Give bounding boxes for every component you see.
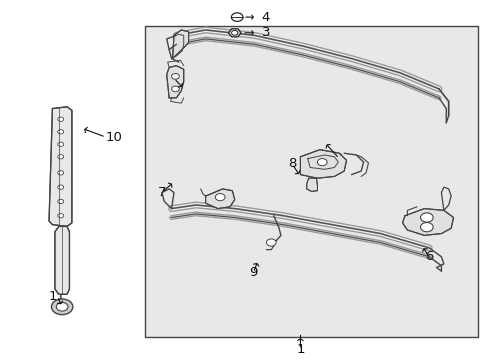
Circle shape bbox=[58, 142, 63, 147]
Circle shape bbox=[58, 155, 63, 159]
Text: 3: 3 bbox=[261, 26, 269, 39]
Circle shape bbox=[420, 213, 432, 222]
Circle shape bbox=[51, 299, 73, 315]
Bar bbox=[144, 26, 477, 337]
Text: 4: 4 bbox=[261, 10, 269, 24]
Polygon shape bbox=[49, 107, 72, 226]
Circle shape bbox=[58, 117, 63, 121]
Text: 6: 6 bbox=[424, 250, 432, 263]
Circle shape bbox=[58, 213, 63, 218]
Polygon shape bbox=[228, 29, 241, 37]
Circle shape bbox=[171, 86, 179, 92]
Polygon shape bbox=[402, 208, 453, 235]
Text: 10: 10 bbox=[106, 131, 122, 144]
Text: 2: 2 bbox=[334, 152, 343, 165]
Text: 9: 9 bbox=[248, 266, 257, 279]
Circle shape bbox=[58, 185, 63, 189]
Circle shape bbox=[56, 302, 68, 311]
Circle shape bbox=[266, 239, 276, 246]
Circle shape bbox=[58, 130, 63, 134]
Polygon shape bbox=[166, 66, 183, 98]
Circle shape bbox=[215, 194, 224, 201]
Polygon shape bbox=[55, 226, 69, 294]
Circle shape bbox=[231, 31, 238, 35]
Text: 8: 8 bbox=[287, 157, 296, 170]
Circle shape bbox=[58, 171, 63, 175]
Text: 1: 1 bbox=[296, 343, 304, 356]
Polygon shape bbox=[172, 30, 188, 59]
Circle shape bbox=[58, 199, 63, 203]
Polygon shape bbox=[300, 150, 346, 178]
Text: 7: 7 bbox=[157, 186, 166, 199]
Polygon shape bbox=[306, 178, 317, 192]
Circle shape bbox=[317, 158, 326, 166]
Circle shape bbox=[420, 222, 432, 232]
Polygon shape bbox=[205, 189, 234, 208]
Text: 5: 5 bbox=[169, 72, 178, 85]
Text: 11: 11 bbox=[49, 289, 66, 303]
Circle shape bbox=[171, 73, 179, 79]
